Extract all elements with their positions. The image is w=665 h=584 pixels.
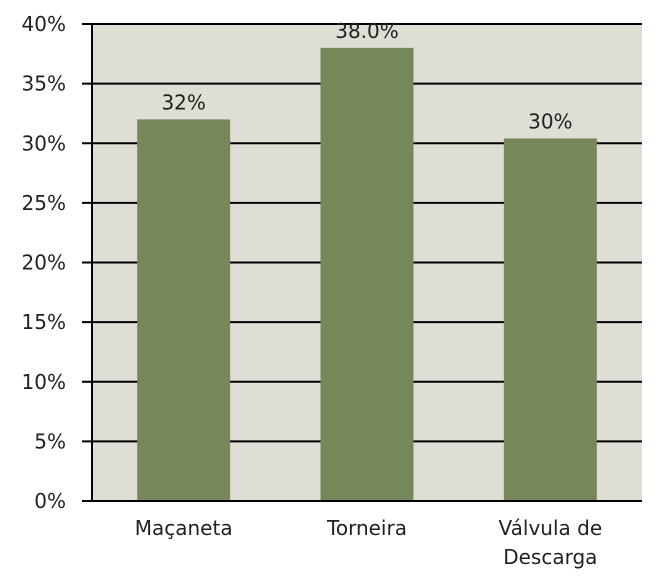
x-tick-labels: Maçaneta Torneira Válvula de Descarga [135, 516, 602, 569]
data-label: 32% [161, 90, 205, 114]
y-tick-label: 15% [22, 310, 66, 334]
data-labels: 32% 38.0% 30% [161, 19, 572, 134]
bar [137, 119, 231, 502]
x-tick-label: Descarga [503, 545, 597, 569]
y-tick-label: 30% [22, 131, 66, 155]
y-tick-label: 40% [22, 12, 66, 36]
y-tick-label: 5% [34, 429, 66, 453]
y-tick-label: 20% [22, 251, 66, 275]
y-tick-label: 10% [22, 370, 66, 394]
y-tick-label: 25% [22, 191, 66, 215]
x-tick-label: Válvula de [499, 516, 603, 540]
bar [320, 47, 414, 501]
y-tick-label: 0% [34, 489, 66, 513]
y-tick-labels: 0% 5% 10% 15% 20% 25% 30% 35% 40% [22, 12, 92, 513]
data-label: 30% [528, 109, 572, 133]
bars [137, 47, 597, 502]
x-tick-label: Maçaneta [135, 516, 233, 540]
data-label: 38.0% [335, 19, 399, 43]
bar [503, 138, 597, 502]
y-tick-label: 35% [22, 72, 66, 96]
x-tick-label: Torneira [326, 516, 407, 540]
